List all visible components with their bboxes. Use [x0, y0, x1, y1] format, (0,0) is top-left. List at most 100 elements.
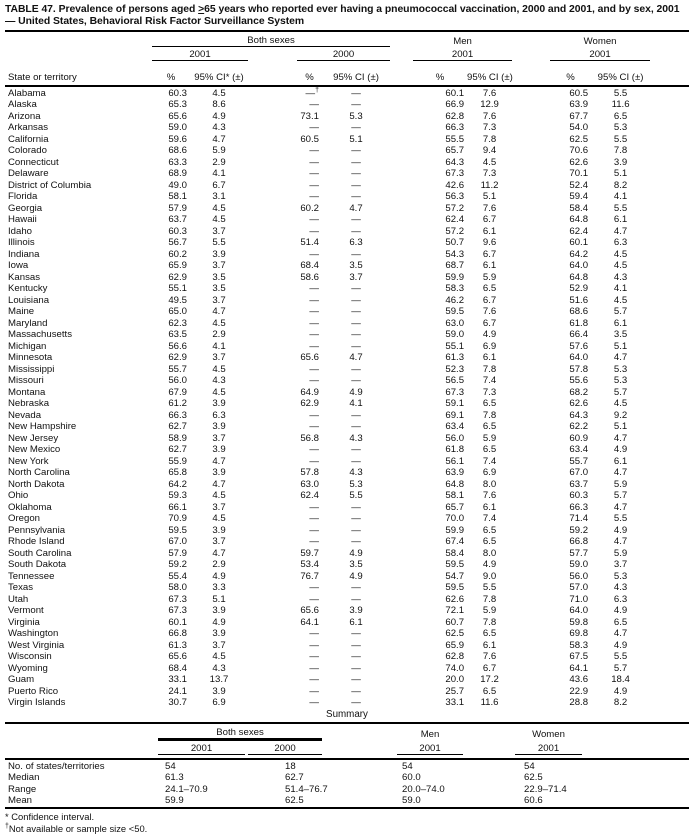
men-2001-ci-cell: 9.0 — [482, 570, 497, 582]
women-2001-ci-cell: 3.7 — [613, 559, 628, 571]
men-2001-pct-cell: 20.0 — [445, 674, 465, 686]
both-2000-ci-cell: — — [351, 421, 361, 433]
table-row: California 59.6 4.7 60.5 5.1 55.5 7.8 62… — [5, 133, 689, 145]
footnote-confidence-interval: * Confidence interval. — [5, 811, 689, 823]
both-2000-ci-cell: 6.1 — [349, 616, 363, 628]
men-2001-ci-cell: 7.8 — [482, 616, 497, 628]
women-2001-ci-cell: 4.7 — [613, 352, 628, 364]
men-2001-pct-cell: 62.5 — [445, 628, 465, 640]
both-2000-pct-cell: — — [309, 145, 319, 157]
spacer-cell — [512, 352, 550, 364]
summary-both-2000-cell: 62.5 — [248, 794, 323, 810]
both-2001-ci-cell: 3.7 — [212, 501, 226, 513]
women-2001-ci-cell: 6.1 — [613, 317, 628, 329]
women-2001-ci-cell: 5.9 — [613, 478, 628, 490]
spacer-cell — [650, 294, 689, 306]
both-2001-ci-cell: 4.5 — [212, 386, 226, 398]
both-2001-ci-cell: 4.5 — [212, 317, 226, 329]
women-2001-ci-cell: 7.8 — [613, 145, 628, 157]
women-2001-pct-cell: 43.6 — [569, 674, 589, 686]
table-row: Virgin Islands 30.7 6.9 — — 33.1 11.6 28… — [5, 697, 689, 709]
both-2001-pct-cell: 49.5 — [168, 294, 187, 306]
women-2001-pct-cell: 64.3 — [569, 409, 589, 421]
men-2001-pct-cell: 70.0 — [445, 513, 465, 525]
men-2001-ci-cell: 6.1 — [482, 352, 497, 364]
spacer-cell — [390, 145, 413, 157]
spacer-cell — [390, 639, 413, 651]
spacer-cell — [248, 214, 297, 226]
spacer-cell — [582, 759, 689, 772]
spacer-cell — [248, 363, 297, 375]
women-2001-pct-cell: 60.5 — [569, 87, 589, 99]
spacer-cell — [650, 490, 689, 502]
table-header: Both sexes Men Women 2001 2000 2001 2001… — [5, 32, 690, 88]
spacer-cell — [390, 570, 413, 582]
spacer-cell — [390, 168, 413, 180]
both-2001-pct-cell: 58.0 — [168, 582, 187, 594]
both-2001-ci-cell: 3.9 — [212, 421, 226, 433]
spacer-cell — [463, 772, 515, 784]
state-name-cell: Michigan — [8, 340, 47, 352]
men-2001-pct-cell: 62.8 — [445, 110, 465, 122]
state-name-cell: Nebraska — [8, 398, 50, 410]
state-name-cell: District of Columbia — [8, 179, 92, 191]
both-2001-ci-cell: 4.5 — [212, 651, 226, 663]
men-2001-ci-cell: 7.8 — [482, 409, 497, 421]
both-2001-ci-cell: 3.9 — [212, 605, 226, 617]
both-2000-ci-cell: — — [351, 685, 361, 697]
spacer-cell — [248, 329, 297, 341]
women-2001-ci-cell: 5.3 — [613, 363, 628, 375]
spacer-cell — [650, 398, 689, 410]
spacer-cell — [248, 524, 297, 536]
women-2001-pct-cell: 64.2 — [569, 248, 589, 260]
women-2001-ci-cell: 4.9 — [613, 524, 628, 536]
table-row: Wisconsin 65.6 4.5 — — 62.8 7.6 67.5 5.5 — [5, 651, 689, 663]
spacer-cell — [512, 283, 550, 295]
men-2001-ci-cell: 7.3 — [482, 122, 497, 134]
men-2001-pct-cell: 62.6 — [445, 593, 465, 605]
women-2001-pct-cell: 67.7 — [569, 110, 589, 122]
men-2001-pct-cell: 57.2 — [445, 202, 465, 214]
summary-both-2000-cell: 62.7 — [285, 772, 304, 784]
spacer-cell — [248, 375, 297, 387]
both-2001-pct-cell: 55.1 — [168, 283, 187, 295]
spacer-cell — [463, 794, 516, 810]
both-2000-ci-cell: — — [351, 294, 361, 306]
spacer-cell — [248, 306, 297, 318]
col-header-pct-both-2001: % — [152, 60, 190, 88]
spacer-cell — [512, 398, 550, 410]
men-2001-ci-cell: 6.1 — [482, 260, 497, 272]
both-2000-ci-cell: — — [351, 536, 361, 548]
both-2000-pct-cell: — — [309, 697, 319, 709]
table-row: Puerto Rico 24.1 3.9 — — 25.7 6.5 22.9 4… — [5, 685, 689, 697]
state-name-cell: Texas — [8, 582, 34, 594]
spacer-cell — [5, 740, 158, 755]
women-2001-pct-cell: 64.1 — [569, 662, 589, 674]
both-2001-ci-cell: 4.9 — [212, 110, 226, 122]
spacer-cell — [390, 329, 413, 341]
state-name-cell: Oklahoma — [8, 501, 52, 513]
women-2001-ci-cell: 4.7 — [613, 501, 628, 513]
table-row: Wyoming 68.4 4.3 — — 74.0 6.7 64.1 5.7 — [5, 662, 689, 674]
spacer-cell — [248, 145, 297, 157]
summary-group-row: Both sexes Men Women — [5, 724, 689, 742]
table-row: North Dakota 64.2 4.7 63.0 5.3 64.8 8.0 … — [5, 478, 689, 490]
header-both-sexes: Both sexes — [152, 32, 391, 48]
women-2001-ci-cell: 8.2 — [613, 697, 628, 709]
spacer-cell — [650, 444, 689, 456]
table-row: New Jersey 58.9 3.7 56.8 4.3 56.0 5.9 60… — [5, 432, 689, 444]
state-name-cell: Guam — [8, 674, 35, 686]
men-2001-pct-cell: 64.3 — [445, 156, 465, 168]
men-2001-pct-cell: 66.9 — [445, 99, 465, 111]
women-2001-pct-cell: 62.5 — [569, 133, 589, 145]
spacer-cell — [650, 352, 689, 364]
spacer-cell — [248, 444, 297, 456]
both-2000-pct-cell: — — [309, 685, 319, 697]
women-2001-pct-cell: 68.6 — [569, 306, 589, 318]
both-2001-pct-cell: 67.9 — [168, 386, 187, 398]
spacer-cell — [390, 536, 413, 548]
spacer-cell — [390, 260, 413, 272]
spacer-cell — [650, 685, 689, 697]
table-row: Michigan 56.6 4.1 — — 55.1 6.9 57.6 5.1 — [5, 340, 689, 352]
both-2001-ci-cell: 4.5 — [212, 490, 226, 502]
